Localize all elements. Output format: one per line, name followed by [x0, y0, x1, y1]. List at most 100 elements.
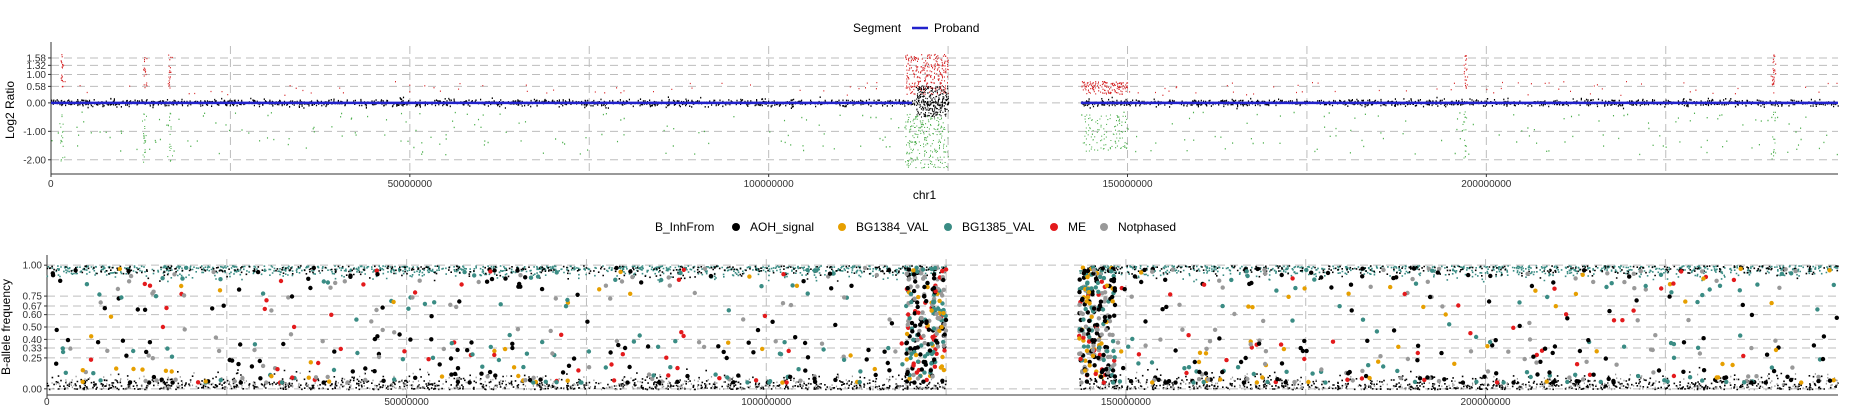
baf-point — [893, 349, 898, 354]
baf-point — [1547, 370, 1552, 375]
baf-point — [484, 279, 490, 284]
baf-point — [1636, 373, 1641, 379]
baf-point — [675, 379, 680, 384]
baf-point — [618, 269, 623, 275]
baf-point — [1077, 277, 1082, 282]
baf-point — [1769, 300, 1774, 306]
baf-point — [929, 341, 934, 346]
baf-point — [1235, 365, 1241, 370]
baf-point — [904, 271, 909, 276]
baf-point — [147, 283, 153, 288]
baf-point — [1783, 267, 1788, 272]
baf-point — [1094, 322, 1100, 328]
baf-point — [1262, 361, 1268, 367]
baf-point — [751, 350, 756, 355]
baf-point — [355, 350, 360, 356]
y-tick-label: -1.00 — [23, 127, 46, 138]
baf-point — [1584, 359, 1589, 364]
baf-point — [218, 277, 223, 282]
baf-point — [1651, 370, 1656, 375]
baf-point — [1405, 356, 1411, 362]
baf-point — [909, 320, 915, 326]
baf-point — [1281, 346, 1287, 352]
x-tick-label: 0 — [48, 179, 54, 190]
baf-point — [886, 345, 891, 351]
baf-point — [929, 361, 934, 366]
baf-point — [281, 341, 286, 347]
baf-point — [328, 285, 333, 290]
baf-point — [1085, 344, 1091, 349]
legend-key-notphased — [1100, 223, 1108, 231]
baf-point — [940, 354, 945, 360]
baf-point — [1827, 378, 1833, 383]
baf-point — [1290, 276, 1295, 281]
baf-point — [392, 377, 397, 382]
baf-point — [369, 319, 374, 324]
baf-point — [1204, 346, 1209, 351]
baf-point — [934, 351, 939, 356]
baf-point — [164, 305, 169, 311]
baf-point — [1101, 352, 1106, 358]
baf-point — [1243, 355, 1248, 361]
baf-point — [1594, 349, 1599, 354]
baf-point — [932, 364, 938, 369]
baf-point — [849, 283, 854, 288]
baf-point — [279, 380, 284, 385]
baf-point — [1186, 333, 1191, 338]
baf-point — [900, 362, 905, 367]
baf-point — [543, 379, 548, 384]
baf-point — [1749, 380, 1754, 385]
baf-point — [329, 312, 334, 317]
baf-point — [622, 345, 628, 351]
baf-point — [1381, 267, 1386, 273]
baf-point — [1085, 372, 1090, 377]
baf-point — [1746, 374, 1751, 379]
y-tick-label: 1.00 — [27, 70, 47, 81]
baf-point — [616, 342, 621, 348]
baf-point — [58, 278, 63, 283]
baf-point — [1160, 307, 1165, 312]
y-tick-label: 0.50 — [23, 323, 43, 334]
baf-point — [375, 334, 380, 339]
baf-point — [1166, 379, 1172, 384]
baf-point — [681, 267, 686, 272]
baf-point — [1104, 283, 1110, 288]
baf-point — [154, 378, 159, 383]
baf-point — [496, 357, 502, 363]
baf-point — [586, 365, 592, 370]
baf-point — [1170, 267, 1175, 272]
baf-point — [721, 349, 726, 355]
baf-point — [1098, 274, 1103, 280]
baf-point — [1084, 379, 1090, 384]
baf-point — [170, 380, 175, 385]
baf-point — [1665, 379, 1670, 384]
baf-point — [493, 373, 498, 378]
baf-point — [1614, 362, 1619, 367]
baf-point — [1667, 294, 1672, 299]
baf-point — [1789, 271, 1794, 276]
baf-point — [1821, 334, 1827, 339]
baf-point — [1816, 374, 1821, 380]
y-ticks: 1.00 0.750.670.60 0.500.400.330.25 0.00 — [23, 261, 47, 395]
baf-point — [915, 359, 921, 364]
baf-point — [788, 374, 793, 380]
baf-point — [1474, 379, 1479, 384]
baf-point — [932, 265, 938, 271]
baf-point — [238, 380, 243, 385]
baf-point — [812, 379, 818, 384]
baf-point — [1086, 339, 1092, 344]
baf-point — [713, 372, 718, 377]
baf-point — [1598, 379, 1604, 385]
baf-point — [912, 311, 917, 316]
baf-point — [882, 349, 887, 354]
baf-point — [685, 373, 690, 379]
baf-point — [1090, 347, 1096, 353]
baf-point — [151, 374, 157, 380]
baf-point — [1203, 351, 1209, 356]
baf-point — [1534, 360, 1539, 365]
baf-point — [286, 295, 291, 300]
baf-point — [1115, 340, 1121, 345]
baf-point — [1149, 360, 1155, 365]
baf-point — [1107, 332, 1113, 337]
baf-point — [1238, 359, 1244, 365]
